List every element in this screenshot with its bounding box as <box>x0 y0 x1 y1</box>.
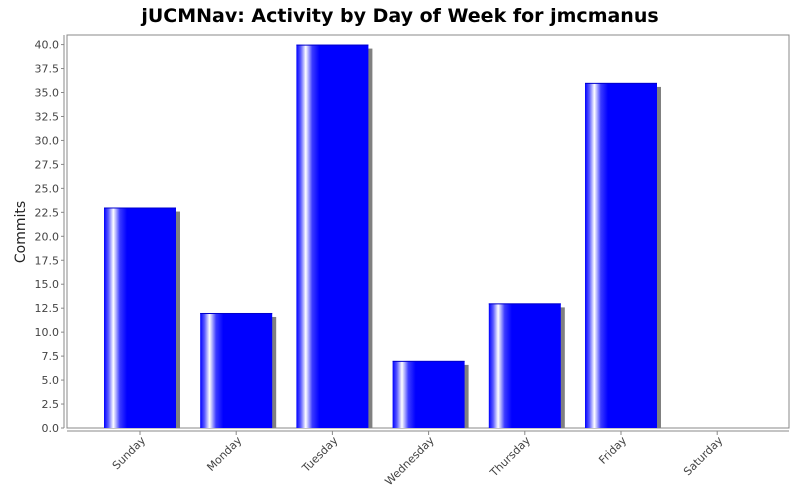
y-tick-label: 5.0 <box>42 374 60 387</box>
y-tick-label: 20.0 <box>35 230 60 243</box>
y-tick-label: 30.0 <box>35 134 60 147</box>
y-tick-label: 17.5 <box>35 254 60 267</box>
y-tick-label: 7.5 <box>42 350 60 363</box>
x-tick-label: Thursday <box>487 434 533 480</box>
x-tick-label: Tuesday <box>299 434 341 476</box>
y-tick-label: 40.0 <box>35 39 60 52</box>
y-tick-label: 25.0 <box>35 182 60 195</box>
x-axis: Sunday Monday Tuesday Wednesday Thursday Frid… <box>110 431 726 488</box>
bar-thursday <box>488 303 561 428</box>
y-tick-label: 27.5 <box>35 158 60 171</box>
y-tick-label: 10.0 <box>35 326 60 339</box>
x-tick-label: Sunday <box>110 434 149 473</box>
x-tick-label: Monday <box>204 434 244 474</box>
chart-title: jUCMNav: Activity by Day of Week for jmc… <box>140 5 658 27</box>
x-tick-label: Wednesday <box>382 434 437 489</box>
bar-monday <box>200 312 273 428</box>
y-axis-label: Commits <box>13 201 29 263</box>
y-tick-label: 37.5 <box>35 63 60 76</box>
bar-tuesday <box>296 44 369 429</box>
y-tick-label: 2.5 <box>42 398 60 411</box>
x-tick-label: Saturday <box>681 434 726 479</box>
y-tick-label: 22.5 <box>35 206 60 219</box>
y-tick-label: 35.0 <box>35 87 60 100</box>
bar-friday <box>585 82 657 429</box>
y-tick-label: 0.0 <box>42 422 60 435</box>
bars <box>104 44 661 429</box>
y-tick-label: 32.5 <box>35 110 60 123</box>
y-tick-label: 15.0 <box>35 278 60 291</box>
bar-sunday <box>104 207 176 428</box>
y-tick-label: 12.5 <box>35 302 60 315</box>
y-axis: 0.0 2.5 5.0 7.5 10.0 12.5 15.0 17.5 20.0 22.5 25.0… <box>35 35 65 435</box>
x-tick-label: Friday <box>596 434 629 467</box>
bar-wednesday <box>392 360 465 428</box>
